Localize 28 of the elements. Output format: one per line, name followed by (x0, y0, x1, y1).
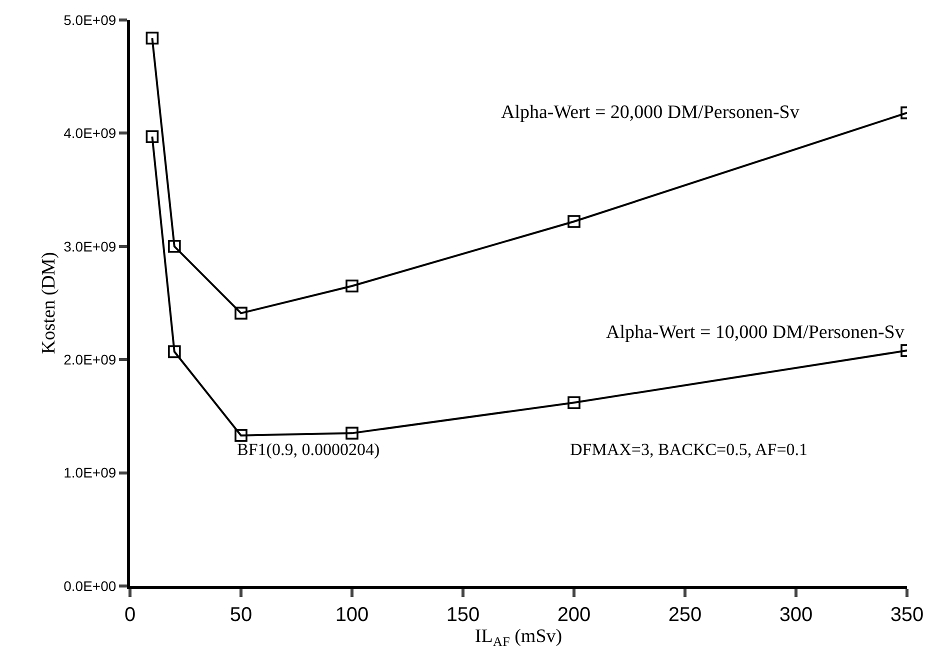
x-axis-title: IL$_{AF}$ (mSv) (474, 626, 562, 649)
x-tick-label: 100 (335, 604, 369, 626)
point (146, 32, 159, 45)
series-label: Alpha-Wert = 10,000 DM/Personen-Sv (606, 322, 905, 343)
x-tick-label: 200 (557, 604, 591, 626)
x-tick-label: 150 (446, 604, 480, 626)
y-axis-title: Kosten (DM) (38, 252, 60, 354)
x-tick-label: 350 (890, 604, 924, 626)
x-tick-label: 0 (124, 604, 136, 626)
x-tick-label: 250 (668, 604, 702, 626)
x-tick-label: 300 (779, 604, 813, 626)
series-label: Alpha-Wert = 20,000 DM/Personen-Sv (501, 102, 800, 123)
point (346, 426, 358, 440)
y-tick-label: 1.0E+09 (64, 464, 116, 481)
point (234, 429, 248, 442)
point (168, 240, 181, 253)
point (168, 345, 181, 358)
annotation: DFMAX=3, BACKC=0.5, AF=0.1 (570, 440, 808, 459)
y-tick-label: 2.0E+09 (64, 352, 116, 368)
y-tick-label: 5.0E+09 (64, 12, 116, 28)
point (234, 306, 248, 320)
y-tick-label: 0.0E+00 (64, 578, 116, 594)
y-tick-label: 4.0E+09 (64, 125, 116, 142)
x-tick-label: 50 (230, 604, 252, 626)
point (146, 130, 159, 143)
annotation: BF1(0.9, 0.0000204) (237, 440, 380, 459)
y-tick-label: 3.0E+09 (64, 238, 116, 254)
point (346, 280, 358, 292)
